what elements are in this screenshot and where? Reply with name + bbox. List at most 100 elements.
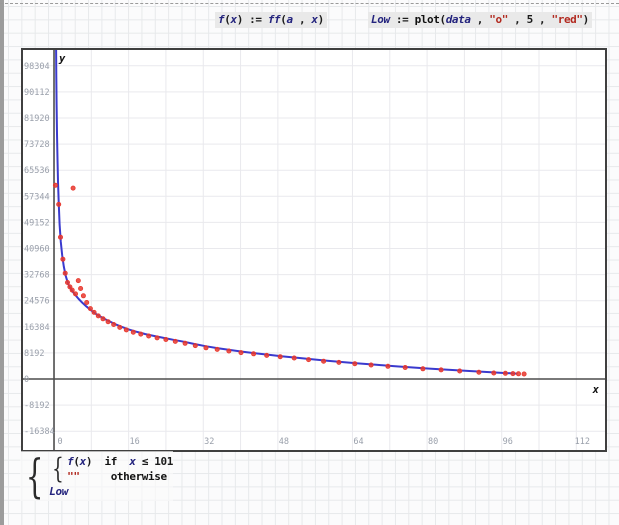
token: "red" [551,13,584,26]
y-tick-label: 98304 [24,62,50,72]
token: Low [371,13,390,26]
y-tick-label: 49152 [24,218,50,228]
token: := [242,13,268,26]
y-tick-label: 0 [24,375,29,385]
y-tick-label: 65536 [24,166,50,176]
plot-expression-list[interactable]: { { f(x) if x ≤ 101 "" otherwise Low [20,451,173,501]
data-marker [385,363,391,369]
token: f [218,13,225,26]
data-marker [91,309,97,315]
data-marker [306,357,312,363]
y-tick-label: 24576 [24,297,50,307]
data-marker [80,293,86,299]
token: "" [67,469,80,483]
token: ( [73,454,80,468]
inner-brace: { [52,452,64,485]
y-tick-label: 40960 [24,244,50,254]
token [80,470,111,483]
data-marker [154,335,160,341]
token: x [230,13,237,26]
formula-f-definition[interactable]: f(x) := ff(a , x) [215,12,327,28]
data-marker [368,362,374,368]
data-marker [352,361,358,367]
data-marker [111,321,117,327]
function-curve [55,50,518,375]
data-marker [402,364,408,370]
y-tick-label: 73728 [24,140,50,150]
token: f [67,454,74,468]
data-marker [420,366,426,372]
data-marker [100,316,106,322]
token: "o" [489,13,508,26]
y-tick-label: 8192 [24,349,44,359]
token: ( [224,13,231,26]
data-marker [192,343,198,349]
data-marker [56,201,62,207]
data-marker [277,354,283,360]
data-marker [457,368,463,374]
data-marker [264,352,270,358]
token: ≤ [135,454,155,468]
data-marker [58,234,64,240]
data-marker [214,346,220,352]
x-tick-label: 48 [279,437,289,447]
token: , [470,13,490,26]
x-tick-label: 16 [130,437,140,447]
piecewise-case-1: f(x) if x ≤ 101 [67,454,173,469]
data-marker [336,359,342,365]
data-marker [172,338,178,344]
outer-brace: { [25,449,44,503]
token: ff [267,13,281,26]
data-marker [226,348,232,354]
x-axis-letter: x [592,384,600,396]
data-marker [476,369,482,375]
page-left-edge [0,0,4,525]
y-tick-label: 81920 [24,114,50,124]
data-marker [84,299,90,305]
token: ) [236,13,244,26]
data-marker [521,371,527,377]
token: 5 [526,13,534,26]
data-marker [69,287,75,293]
piecewise-case-2: "" otherwise [67,469,173,484]
token: := [389,13,415,26]
token: , [292,13,312,26]
y-tick-label: 57344 [24,192,50,202]
y-tick-label: 32768 [24,271,50,281]
y-tick-label: -8192 [24,401,50,411]
token: 101 [154,454,173,468]
data-marker [438,367,444,373]
y-tick-label: -16384 [24,427,55,437]
data-marker [510,371,516,377]
data-marker [515,371,521,377]
data-marker [78,285,84,291]
token: ) [582,13,590,26]
formula-low-plot-definition[interactable]: Low := plot(data , "o" , 5 , "red") [368,12,592,28]
data-marker [203,345,209,351]
y-axis-letter: y [58,53,66,65]
token: plot [414,13,440,26]
token: Low [49,485,68,498]
token: if [92,454,130,468]
data-marker [73,291,79,297]
y-tick-label: 16384 [24,323,50,333]
data-marker [251,351,257,357]
data-marker [291,355,297,361]
data-marker [105,319,111,325]
data-marker [502,370,508,376]
piecewise-low-line: Low [49,484,173,499]
data-marker [182,340,188,346]
data-marker [87,306,93,312]
x-tick-label: 64 [353,437,363,447]
token: ) [85,454,93,468]
token: ) [317,13,325,26]
token: x [129,454,136,468]
data-marker [123,327,129,333]
x-tick-label: 96 [503,437,513,447]
data-marker [130,329,136,335]
data-marker [491,370,497,376]
plot-region[interactable]: 98304 90112 81920 73728 65536 57344 49152 40960… [21,48,607,452]
data-marker [146,333,152,339]
y-tick-label: 90112 [24,88,50,98]
